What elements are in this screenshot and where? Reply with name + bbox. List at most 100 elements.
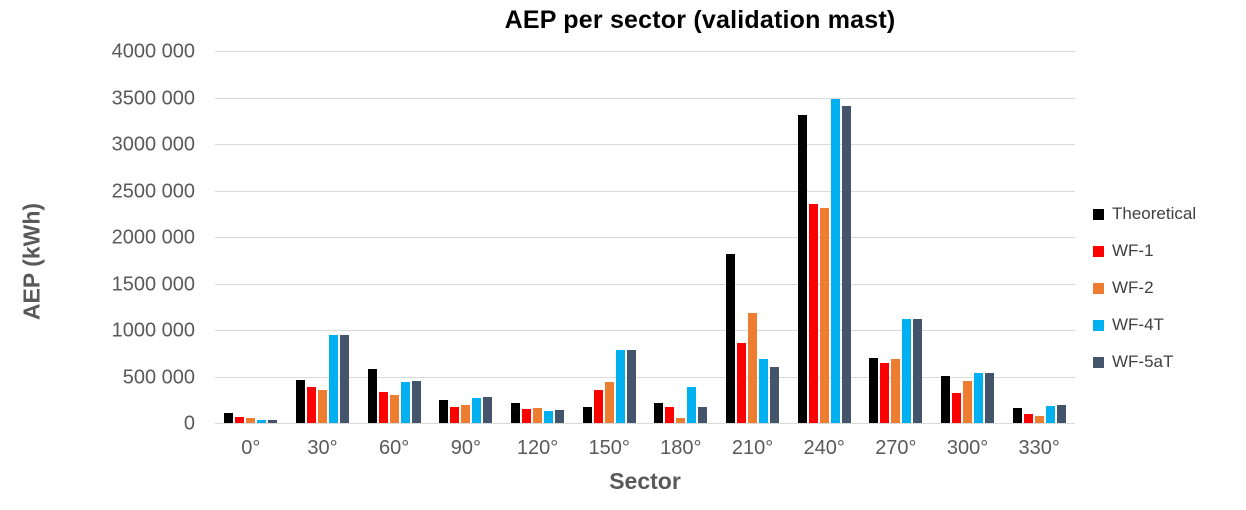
bar-groups bbox=[215, 51, 1075, 423]
y-tick-label: 2500 000 bbox=[111, 180, 195, 202]
x-tick-label: 180° bbox=[660, 437, 702, 459]
bar-WF-1-30° bbox=[307, 387, 316, 423]
bar-WF-2-150° bbox=[604, 382, 614, 423]
y-tick-label: 3500 000 bbox=[111, 87, 195, 109]
y-tick-label: 0 bbox=[183, 412, 195, 435]
bar-WF-1-270° bbox=[880, 363, 890, 423]
gridline bbox=[215, 376, 1075, 378]
bar-WF-4T-270° bbox=[902, 319, 912, 423]
bar-WF-4T-150° bbox=[615, 350, 625, 423]
x-tick-label: 90° bbox=[450, 437, 481, 459]
bar-group-90° bbox=[430, 51, 502, 423]
bar-Theoretical-0° bbox=[224, 413, 234, 423]
bar-WF-1-240° bbox=[808, 204, 818, 423]
bar-WF-5aT-120° bbox=[555, 410, 565, 423]
bar-group-300° bbox=[932, 51, 1004, 423]
legend-item-WF-1: WF-1 bbox=[1093, 240, 1196, 262]
bar-WF-2-180° bbox=[676, 418, 686, 423]
chart-title: AEP per sector (validation mast) bbox=[504, 6, 896, 34]
bar-group-30° bbox=[287, 51, 359, 423]
legend: Theoretical WF-1 WF-2 WF-4T WF-5aT bbox=[1093, 203, 1196, 373]
bar-WF-4T-0° bbox=[257, 420, 267, 423]
bar-Theoretical-120° bbox=[511, 403, 521, 423]
y-tick-label: 2000 000 bbox=[111, 226, 195, 249]
bar-Theoretical-210° bbox=[726, 254, 736, 423]
legend-item-Theoretical: Theoretical bbox=[1093, 203, 1196, 225]
bar-WF-5aT-240° bbox=[841, 106, 851, 423]
bar-Theoretical-180° bbox=[654, 403, 664, 423]
bar-group-120° bbox=[502, 51, 574, 423]
bar-WF-1-0° bbox=[235, 417, 245, 423]
gridline bbox=[215, 423, 1075, 424]
gridline bbox=[215, 97, 1075, 99]
bar-Theoretical-150° bbox=[582, 407, 592, 423]
bar-group-270° bbox=[860, 51, 932, 423]
bar-Theoretical-270° bbox=[869, 358, 879, 423]
x-tick-label: 60° bbox=[379, 437, 410, 459]
bar-WF-4T-300° bbox=[974, 373, 984, 423]
bar-Theoretical-300° bbox=[941, 376, 951, 423]
x-tick-label: 0° bbox=[241, 437, 261, 459]
gridline bbox=[215, 144, 1075, 145]
bar-WF-4T-330° bbox=[1045, 406, 1055, 423]
y-axis-title: AEP (kWh) bbox=[18, 202, 45, 321]
bar-WF-4T-30° bbox=[329, 335, 338, 423]
x-tick-label: 270° bbox=[875, 437, 917, 459]
bar-WF-2-210° bbox=[748, 313, 758, 423]
x-tick-label: 300° bbox=[946, 437, 989, 459]
x-tick-label: 240° bbox=[803, 437, 845, 459]
bar-group-210° bbox=[717, 51, 789, 423]
bar-WF-5aT-180° bbox=[698, 407, 708, 423]
bar-Theoretical-330° bbox=[1012, 408, 1022, 423]
bar-Theoretical-30° bbox=[296, 380, 305, 423]
x-tick-label: 330° bbox=[1018, 437, 1060, 459]
bar-group-0° bbox=[215, 51, 287, 423]
x-tick-label: 30° bbox=[307, 437, 338, 459]
gridline bbox=[215, 237, 1075, 238]
bar-WF-5aT-330° bbox=[1056, 405, 1066, 423]
bar-WF-5aT-30° bbox=[340, 335, 349, 423]
y-tick-label: 3000 000 bbox=[111, 133, 195, 156]
bar-WF-4T-210° bbox=[759, 359, 769, 423]
x-tick-label: 210° bbox=[731, 437, 774, 459]
bar-WF-2-60° bbox=[389, 395, 399, 423]
bar-WF-5aT-150° bbox=[626, 350, 636, 423]
bar-group-60° bbox=[358, 51, 430, 423]
bar-WF-4T-180° bbox=[687, 387, 697, 423]
bar-group-180° bbox=[645, 51, 717, 423]
bar-Theoretical-240° bbox=[797, 115, 807, 423]
bar-WF-2-120° bbox=[533, 408, 543, 423]
x-axis-tick-labels: 0° 30° 60° 90° 120° 150° 180° 210° 240° 270° 300° 3… bbox=[215, 437, 1075, 460]
bar-WF-5aT-60° bbox=[411, 381, 421, 423]
bar-Theoretical-60° bbox=[367, 369, 377, 423]
x-tick-label: 120° bbox=[516, 437, 559, 459]
legend-swatch-icon bbox=[1093, 319, 1104, 331]
gridline bbox=[215, 330, 1075, 331]
bar-WF-5aT-90° bbox=[483, 397, 493, 423]
bar-WF-4T-120° bbox=[544, 411, 554, 423]
bar-WF-1-180° bbox=[665, 407, 675, 423]
y-tick-label: 1000 000 bbox=[111, 319, 195, 342]
bar-WF-5aT-210° bbox=[770, 367, 780, 423]
y-tick-label: 1500 000 bbox=[111, 273, 195, 295]
y-tick-label: 4000 000 bbox=[111, 40, 195, 63]
bar-WF-5aT-270° bbox=[913, 319, 923, 423]
bar-WF-2-300° bbox=[963, 381, 973, 423]
y-tick-label: 500 000 bbox=[122, 366, 195, 388]
bar-WF-1-300° bbox=[952, 393, 962, 423]
bar-WF-1-90° bbox=[450, 407, 460, 423]
legend-label: WF-5aT bbox=[1112, 352, 1174, 371]
legend-label: WF-1 bbox=[1112, 241, 1154, 260]
bar-WF-2-90° bbox=[461, 405, 471, 423]
plot-area bbox=[215, 51, 1075, 424]
x-tick-label: 150° bbox=[588, 437, 630, 459]
bar-WF-2-240° bbox=[819, 208, 829, 423]
bar-WF-2-0° bbox=[246, 418, 256, 423]
bar-WF-5aT-0° bbox=[268, 420, 278, 423]
gridline bbox=[215, 190, 1075, 192]
legend-item-WF-4T: WF-4T bbox=[1093, 314, 1196, 336]
bar-WF-1-150° bbox=[593, 390, 603, 423]
bar-WF-4T-60° bbox=[400, 382, 410, 423]
bar-WF-4T-90° bbox=[472, 398, 482, 423]
bar-group-240° bbox=[788, 51, 860, 423]
